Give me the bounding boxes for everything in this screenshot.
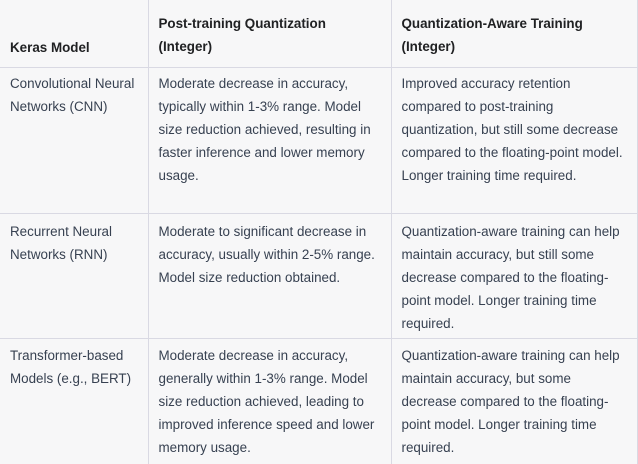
cell-qat: Quantization-aware training can help mai… (390, 212, 638, 339)
cell-model: Convolutional Neural Networks (CNN) (0, 66, 149, 214)
cell-model: Transformer-based Models (e.g., BERT) (0, 337, 149, 464)
cell-post-training: Moderate decrease in accuracy, generally… (147, 337, 392, 464)
table-header: Keras Model Post-training Quantization (… (0, 0, 638, 68)
header-keras-model: Keras Model (0, 0, 149, 68)
cell-qat: Improved accuracy retention compared to … (390, 66, 638, 214)
table-row: Recurrent Neural Networks (RNN) Moderate… (0, 212, 638, 339)
cell-model: Recurrent Neural Networks (RNN) (0, 212, 149, 339)
cell-post-training: Moderate decrease in accuracy, typically… (147, 66, 392, 214)
header-post-training-quantization: Post-training Quantization (Integer) (147, 0, 392, 68)
table-row: Convolutional Neural Networks (CNN) Mode… (0, 66, 638, 214)
table-row: Transformer-based Models (e.g., BERT) Mo… (0, 337, 638, 464)
cell-qat: Quantization-aware training can help mai… (390, 337, 638, 464)
header-quantization-aware-training: Quantization-Aware Training (Integer) (390, 0, 638, 68)
table-body: Convolutional Neural Networks (CNN) Mode… (0, 66, 638, 464)
cell-post-training: Moderate to significant decrease in accu… (147, 212, 392, 339)
header-row: Keras Model Post-training Quantization (… (0, 0, 638, 68)
